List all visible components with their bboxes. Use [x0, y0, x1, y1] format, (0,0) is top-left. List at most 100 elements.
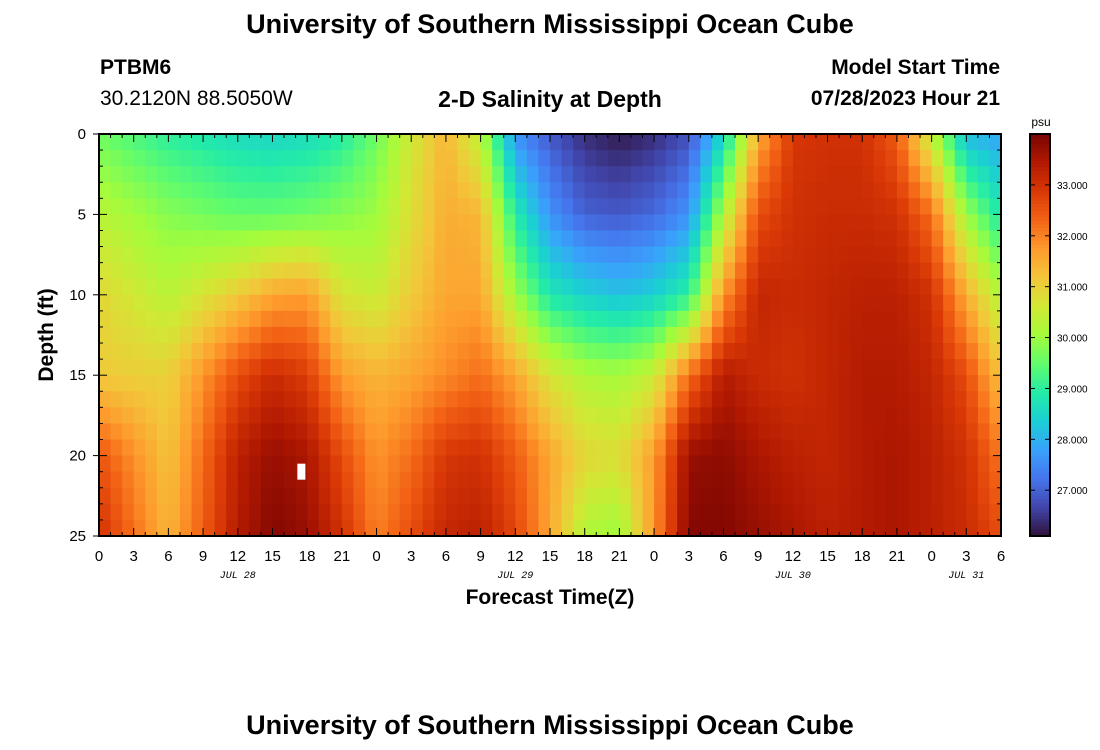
heatmap-cell	[931, 214, 944, 232]
colorbar-segment	[1030, 284, 1050, 289]
heatmap-cell	[815, 423, 829, 441]
colorbar-tick-label: 33.000	[1057, 181, 1088, 192]
heatmap-cell	[492, 198, 505, 215]
heatmap-cell	[341, 214, 355, 232]
heatmap-cell	[457, 166, 470, 183]
heatmap-cell	[573, 230, 586, 248]
heatmap-cell	[364, 166, 378, 183]
heatmap-cell	[538, 391, 551, 408]
heatmap-cell	[122, 439, 135, 457]
heatmap-cell	[445, 487, 459, 505]
date-label: JUL 30	[775, 571, 811, 582]
heatmap-cell	[156, 278, 169, 296]
heatmap-cell	[573, 359, 586, 376]
heatmap-cell	[723, 375, 736, 392]
heatmap-cell	[503, 262, 516, 280]
heatmap-cell	[445, 519, 459, 537]
heatmap-cell	[480, 503, 493, 521]
heatmap-cell	[318, 343, 331, 360]
heatmap-cell	[665, 278, 678, 296]
heatmap-cell	[920, 198, 933, 215]
heatmap-cell	[943, 439, 956, 457]
heatmap-cell	[677, 407, 690, 425]
heatmap-cell	[561, 150, 574, 167]
heatmap-cell	[792, 407, 806, 425]
heatmap-cell	[295, 278, 308, 296]
heatmap-cell	[133, 310, 146, 328]
heatmap-cell	[758, 182, 771, 199]
heatmap-cell	[630, 503, 644, 521]
page-title-top: University of Southern Mississippi Ocean…	[246, 9, 854, 39]
heatmap-cell	[966, 439, 979, 457]
heatmap-cell	[735, 166, 748, 183]
heatmap-cell	[295, 423, 308, 441]
heatmap-cell	[469, 503, 482, 521]
heatmap-cell	[411, 230, 424, 248]
heatmap-cell	[330, 359, 343, 376]
heatmap-cell	[792, 182, 806, 199]
heatmap-cell	[318, 310, 331, 328]
heatmap-cell	[388, 294, 401, 312]
heatmap-cell	[920, 375, 933, 392]
heatmap-cell	[457, 294, 470, 312]
heatmap-cell	[237, 262, 250, 280]
heatmap-cell	[873, 326, 886, 344]
heatmap-cell	[850, 166, 863, 183]
heatmap-cell	[769, 182, 782, 199]
heatmap-cell	[862, 471, 875, 489]
heatmap-cell	[862, 230, 875, 248]
heatmap-cell	[665, 407, 678, 425]
heatmap-cell	[839, 343, 852, 360]
heatmap-cell	[179, 423, 193, 441]
heatmap-cell	[873, 150, 886, 167]
heatmap-cell	[989, 391, 1002, 408]
colorbar-unit: psu	[1031, 115, 1050, 129]
heatmap-cell	[735, 310, 748, 328]
heatmap-cell	[249, 310, 262, 328]
heatmap-cell	[654, 375, 667, 392]
heatmap-cell	[226, 326, 239, 344]
heatmap-cell	[711, 166, 725, 183]
heatmap-cell	[977, 134, 991, 151]
heatmap-cell	[168, 487, 181, 505]
heatmap-cell	[700, 375, 713, 392]
y-tick-label: 15	[69, 367, 86, 384]
heatmap-cell	[168, 214, 181, 232]
heatmap-cell	[110, 343, 123, 360]
heatmap-cell	[896, 166, 910, 183]
heatmap-cell	[607, 246, 620, 264]
heatmap-cell	[353, 198, 366, 215]
heatmap-cell	[619, 198, 632, 215]
heatmap-cell	[607, 326, 620, 344]
heatmap-cell	[642, 198, 655, 215]
heatmap-cell	[943, 262, 956, 280]
heatmap-cell	[422, 391, 435, 408]
heatmap-cell	[550, 278, 563, 296]
heatmap-cell	[388, 503, 401, 521]
heatmap-cell	[827, 391, 840, 408]
heatmap-cell	[122, 214, 135, 232]
heatmap-cell	[561, 134, 574, 151]
heatmap-cell	[920, 439, 933, 457]
colorbar-segment	[1030, 418, 1050, 423]
heatmap-cell	[688, 134, 701, 151]
heatmap-cell	[688, 166, 701, 183]
heatmap-cell	[526, 326, 540, 344]
heatmap-cell	[619, 375, 632, 392]
heatmap-cell	[226, 230, 239, 248]
heatmap-cell	[989, 262, 1002, 280]
heatmap-cell	[815, 182, 829, 199]
heatmap-cell	[700, 310, 713, 328]
x-tick-label: 3	[685, 548, 693, 565]
heatmap-cell	[584, 182, 597, 199]
x-axis: 0 3 6 9 12 15 18 21 0 3 6 9 12 15 18 21 0 3 6 9 12 15 18 21 0 3 6J…	[95, 134, 1005, 582]
heatmap-cell	[735, 198, 748, 215]
heatmap-cell	[330, 198, 343, 215]
heatmap-cell	[711, 343, 725, 360]
heatmap-cell	[469, 487, 482, 505]
heatmap-cell	[503, 359, 516, 376]
heatmap-cell	[399, 391, 412, 408]
heatmap-cell	[515, 198, 528, 215]
heatmap-cell	[862, 391, 875, 408]
heatmap-cell	[850, 182, 863, 199]
